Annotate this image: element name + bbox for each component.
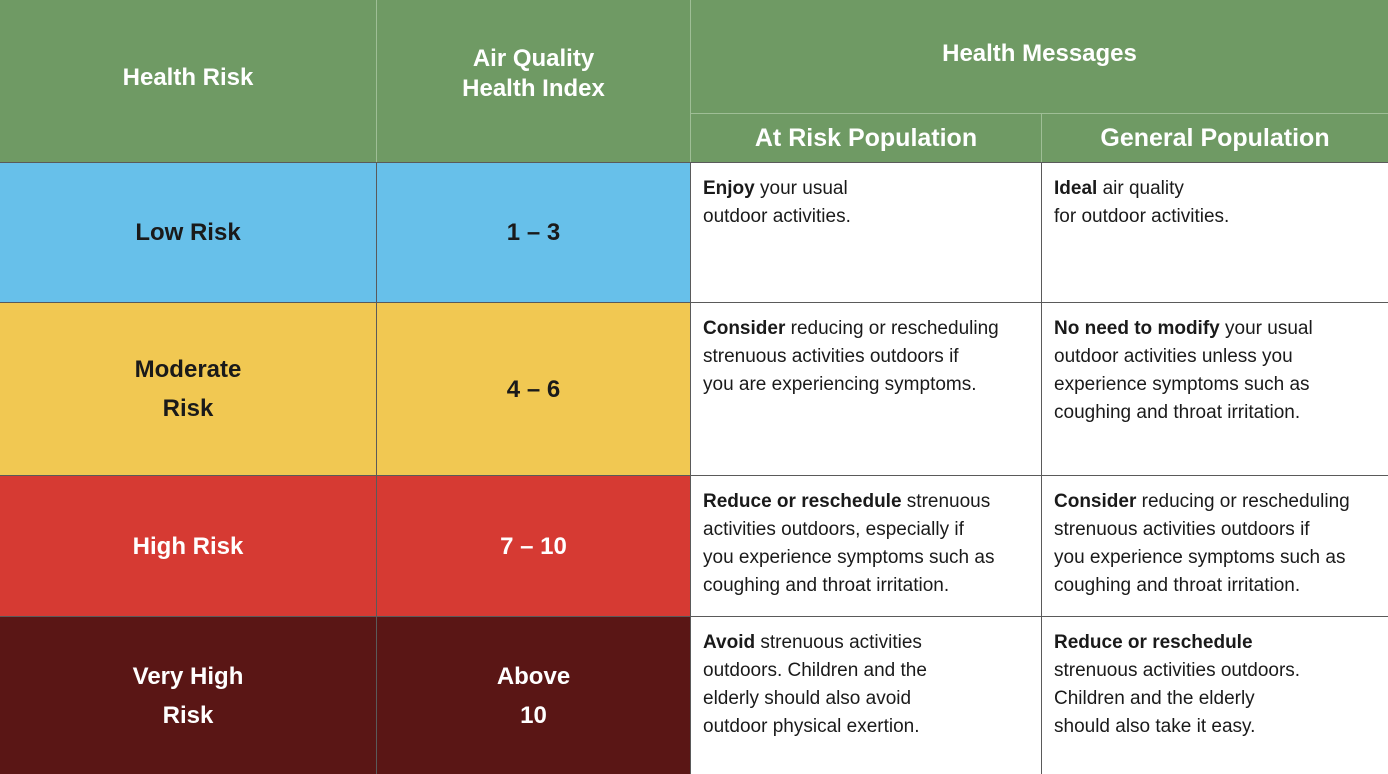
row-low-risk-general-message: Ideal air quality for outdoor activities… [1042, 162, 1388, 302]
row-low-risk-at-risk-message: Enjoy your usual outdoor activities. [691, 162, 1042, 302]
row-high-risk-label: High Risk [0, 475, 377, 616]
risk-level-line1: Very High [132, 662, 244, 690]
row-moderate-risk-at-risk-message: Consider reducing or rescheduling strenu… [691, 302, 1042, 475]
row-low-risk-index: 1 – 3 [377, 162, 691, 302]
general-message-emphasis: No need to modify [1054, 318, 1220, 339]
header-general-population-label: General Population [1100, 124, 1330, 152]
risk-level-line2: Risk [162, 395, 214, 422]
general-message-text: reducing or rescheduling strenuous activ… [1054, 491, 1350, 596]
header-at-risk-population: At Risk Population [691, 114, 1042, 162]
risk-level-line1: High Risk [132, 532, 244, 560]
row-moderate-risk-index: 4 – 6 [377, 302, 691, 475]
header-general-population: General Population [1042, 114, 1388, 162]
aqhi-range-line1: Above [496, 662, 571, 690]
general-message-emphasis: Consider [1054, 491, 1137, 512]
row-moderate-risk-general-message: No need to modify your usual outdoor act… [1042, 302, 1388, 475]
row-very-high-risk-general-message: Reduce or reschedule strenuous activitie… [1042, 616, 1388, 774]
at-risk-message-emphasis: Reduce or reschedule [703, 491, 902, 512]
general-message-text: strenuous activities outdoors. Children … [1054, 660, 1301, 737]
header-health-messages-label: Health Messages [942, 39, 1137, 67]
at-risk-message-text: strenuous activities outdoors. Children … [703, 632, 927, 737]
row-high-risk-index: 7 – 10 [377, 475, 691, 616]
aqhi-range-line1: 1 – 3 [506, 219, 561, 246]
row-low-risk-label: Low Risk [0, 162, 377, 302]
row-moderate-risk-label: Moderate Risk [0, 302, 377, 475]
row-very-high-risk-at-risk-message: Avoid strenuous activities outdoors. Chi… [691, 616, 1042, 774]
row-high-risk-general-message: Consider reducing or rescheduling strenu… [1042, 475, 1388, 616]
header-aqhi-line1: Air Quality [472, 45, 595, 72]
row-high-risk-at-risk-message: Reduce or reschedule strenuous activitie… [691, 475, 1042, 616]
header-health-risk-label: Health Risk [122, 64, 254, 91]
general-message-text: your usual outdoor activities unless you… [1054, 318, 1313, 423]
at-risk-message-emphasis: Avoid [703, 632, 756, 653]
risk-level-line2: Risk [162, 701, 214, 729]
risk-level-line1: Low Risk [135, 219, 241, 246]
header-aqhi-line2: Health Index [462, 75, 605, 102]
header-health-risk: Health Risk [0, 0, 377, 162]
at-risk-message-text: reducing or rescheduling strenuous activ… [703, 318, 999, 395]
row-very-high-risk-index: Above 10 [377, 616, 691, 774]
at-risk-message-emphasis: Enjoy [703, 178, 755, 199]
risk-level-line1: Moderate [134, 356, 242, 383]
at-risk-message-text: strenuous activities outdoors, especiall… [703, 491, 995, 596]
aqhi-range-line1: 4 – 6 [506, 375, 561, 403]
header-aqhi: Air Quality Health Index [377, 0, 691, 162]
aqhi-range-line1: 7 – 10 [500, 532, 567, 560]
at-risk-message-emphasis: Consider [703, 318, 786, 339]
general-message-emphasis: Ideal [1054, 178, 1098, 199]
general-message-emphasis: Reduce or reschedule [1054, 632, 1253, 653]
aqhi-range-line2: 10 [520, 701, 547, 729]
at-risk-message-text: your usual outdoor activities. [703, 178, 851, 227]
general-message-text: air quality for outdoor activities. [1054, 178, 1230, 227]
row-very-high-risk-label: Very High Risk [0, 616, 377, 774]
header-health-messages: Health Messages [691, 0, 1388, 114]
header-at-risk-population-label: At Risk Population [754, 124, 978, 152]
